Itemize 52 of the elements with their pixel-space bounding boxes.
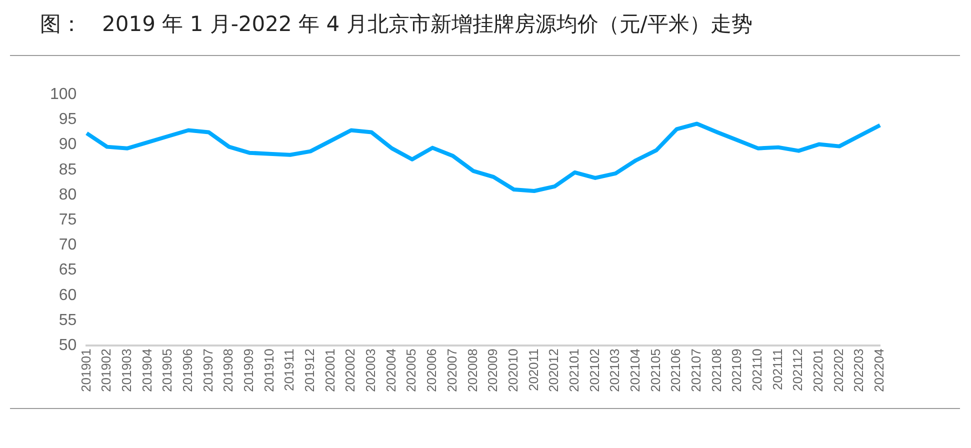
x-tick-label: 202103	[607, 348, 622, 392]
y-tick-label: 90	[58, 136, 77, 154]
x-tick-label: 201903	[118, 348, 134, 392]
x-tick-label: 202003	[363, 348, 378, 392]
x-tick-label: 202201	[810, 348, 826, 392]
x-tick-label: 202104	[627, 348, 642, 392]
x-tick-label: 202112	[790, 348, 806, 392]
x-tick-label: 201901	[78, 348, 94, 392]
x-tick-label: 202006	[424, 348, 440, 392]
x-tick-label: 202109	[729, 348, 744, 392]
x-tick-label: 201911	[282, 348, 297, 392]
x-tick-label: 202004	[383, 348, 398, 392]
x-tick-label: 201904	[139, 348, 154, 392]
x-tick-label: 202012	[546, 348, 562, 392]
y-tick-label: 95	[58, 111, 77, 128]
y-tick-label: 80	[58, 186, 77, 204]
y-tick-label: 70	[58, 236, 77, 254]
x-tick-label: 201906	[180, 348, 195, 392]
y-tick-label: 85	[58, 161, 77, 178]
chart-title: 图： 2019 年 1 月-2022 年 4 月北京市新增挂牌房源均价（元/平米）走势	[40, 11, 754, 38]
x-tick-label: 202108	[708, 348, 724, 392]
x-tick-label: 201905	[160, 348, 175, 392]
x-tick-label: 202101	[566, 348, 582, 392]
y-tick-label: 65	[58, 262, 77, 279]
x-tick-label: 202102	[586, 348, 602, 392]
x-tick-label: 202203	[851, 348, 866, 392]
y-tick-label: 50	[58, 337, 77, 354]
x-tick-label: 202107	[688, 348, 704, 392]
x-tick-label: 202010	[505, 348, 520, 392]
y-tick-label: 75	[58, 212, 77, 229]
y-tick-label: 60	[58, 286, 77, 304]
x-tick-label: 202005	[404, 348, 419, 392]
x-tick-label: 201912	[302, 348, 318, 392]
x-tick-label: 202106	[668, 348, 684, 392]
x-tick-label: 201907	[200, 348, 216, 392]
x-tick-label: 201908	[220, 348, 236, 392]
x-tick-label: 201910	[261, 348, 276, 392]
x-tick-label: 202002	[342, 348, 358, 392]
x-tick-label: 202011	[526, 348, 541, 392]
x-tick-label: 202007	[444, 348, 460, 392]
y-tick-label: 100	[50, 86, 77, 104]
x-tick-label: 202204	[872, 348, 887, 392]
x-tick-label: 202105	[648, 348, 663, 392]
x-tick-label: 202202	[830, 348, 846, 392]
x-tick-label: 201902	[98, 348, 114, 392]
x-tick-label: 202009	[485, 348, 500, 392]
x-tick-label: 202111	[770, 348, 785, 390]
x-tick-label: 202110	[750, 348, 765, 392]
x-tick-label: 202001	[322, 348, 338, 392]
y-tick-label: 55	[58, 312, 77, 329]
x-tick-label: 201909	[241, 348, 256, 392]
x-tick-label: 202008	[464, 348, 480, 392]
